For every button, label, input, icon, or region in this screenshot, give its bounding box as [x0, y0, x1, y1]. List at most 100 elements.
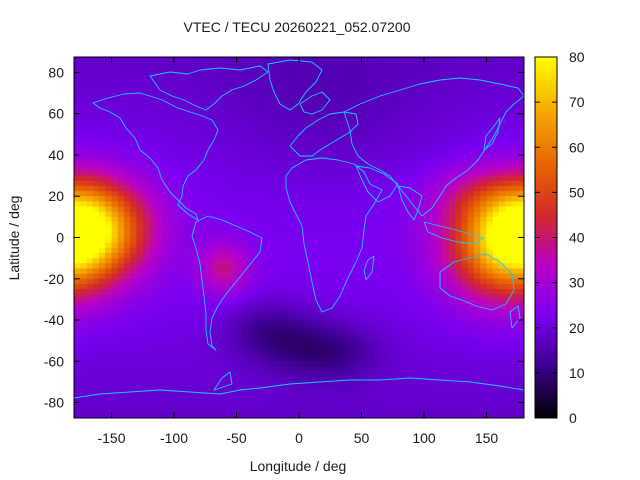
heatmap-cell — [236, 258, 244, 264]
heatmap-cell — [455, 366, 463, 373]
heatmap-cell — [411, 201, 419, 208]
heatmap-cell — [499, 278, 506, 285]
heatmap-cell — [105, 211, 113, 218]
heatmap-cell — [86, 62, 94, 68]
heatmap-cell — [455, 278, 463, 285]
heatmap-cell — [105, 180, 113, 187]
heatmap-cell — [267, 206, 275, 213]
heatmap-cell — [105, 242, 113, 249]
heatmap-cell — [417, 247, 425, 254]
heatmap-cell — [117, 320, 125, 326]
heatmap-cell — [161, 356, 169, 362]
heatmap-cell — [324, 402, 331, 409]
heatmap-cell — [355, 82, 363, 89]
heatmap-cell — [74, 206, 81, 213]
heatmap-cell — [361, 289, 369, 295]
heatmap-cell — [517, 77, 524, 84]
heatmap-cell — [461, 67, 469, 74]
heatmap-cell — [299, 134, 306, 141]
heatmap-cell — [486, 222, 494, 228]
heatmap-cell — [174, 330, 181, 337]
heatmap-cell — [317, 258, 325, 264]
heatmap-cell — [267, 118, 275, 125]
heatmap-cell — [86, 118, 94, 125]
heatmap-cell — [492, 299, 500, 306]
heatmap-cell — [411, 237, 419, 244]
heatmap-cell — [74, 93, 81, 99]
heatmap-cell — [349, 278, 356, 285]
heatmap-cell — [311, 165, 319, 172]
heatmap-cell — [186, 376, 194, 383]
heatmap-cell — [442, 67, 450, 74]
heatmap-cell — [486, 340, 494, 347]
heatmap-cell — [80, 124, 88, 130]
heatmap-cell — [117, 258, 125, 264]
heatmap-cell — [311, 268, 319, 275]
heatmap-cell — [236, 160, 244, 166]
heatmap-cell — [192, 320, 200, 326]
heatmap-cell — [161, 247, 169, 254]
heatmap-cell — [461, 108, 469, 115]
heatmap-cell — [86, 402, 94, 409]
heatmap-cell — [255, 232, 263, 239]
heatmap-cell — [361, 397, 369, 404]
heatmap-cell — [330, 232, 338, 239]
heatmap-cell — [342, 268, 350, 275]
heatmap-cell — [280, 87, 288, 94]
heatmap-cell — [486, 247, 494, 254]
heatmap-cell — [86, 263, 94, 270]
heatmap-cell — [355, 320, 363, 326]
heatmap-cell — [80, 397, 88, 404]
heatmap-cell — [449, 149, 456, 156]
heatmap-cell — [242, 232, 250, 239]
heatmap-cell — [180, 216, 188, 223]
heatmap-cell — [392, 144, 400, 151]
heatmap-cell — [205, 154, 213, 161]
heatmap-cell — [386, 222, 394, 228]
heatmap-cell — [167, 387, 175, 393]
heatmap-cell — [80, 82, 88, 89]
heatmap-cell — [436, 72, 444, 79]
heatmap-cell — [467, 113, 475, 120]
heatmap-cell — [236, 242, 244, 249]
heatmap-cell — [211, 402, 219, 409]
heatmap-cell — [136, 356, 144, 362]
heatmap-cell — [317, 356, 325, 362]
heatmap-cell — [274, 407, 281, 414]
heatmap-cell — [161, 113, 169, 120]
heatmap-cell — [99, 57, 106, 63]
heatmap-cell — [474, 185, 481, 192]
heatmap-cell — [236, 124, 244, 130]
heatmap-cell — [386, 62, 394, 68]
heatmap-cell — [355, 237, 363, 244]
heatmap-cell — [255, 170, 263, 177]
heatmap-cell — [99, 149, 106, 156]
heatmap-cell — [99, 211, 106, 218]
heatmap-cell — [261, 278, 269, 285]
heatmap-cell — [305, 180, 313, 187]
heatmap-cell — [292, 175, 300, 182]
heatmap-cell — [155, 299, 163, 306]
heatmap-cell — [461, 129, 469, 135]
heatmap-cell — [255, 196, 263, 202]
heatmap-cell — [180, 350, 188, 357]
heatmap-cell — [399, 252, 406, 259]
heatmap-cell — [436, 247, 444, 254]
heatmap-cell — [155, 392, 163, 398]
heatmap-cell — [380, 283, 388, 290]
heatmap-cell — [449, 98, 456, 105]
heatmap-cell — [224, 160, 231, 166]
heatmap-cell — [317, 299, 325, 306]
heatmap-cell — [374, 154, 381, 161]
heatmap-cell — [349, 160, 356, 166]
heatmap-cell — [224, 67, 231, 74]
heatmap-cell — [455, 211, 463, 218]
heatmap-cell — [417, 392, 425, 398]
heatmap-cell — [342, 57, 350, 63]
heatmap-cell — [492, 263, 500, 270]
heatmap-cell — [149, 381, 156, 388]
heatmap-cell — [336, 118, 344, 125]
heatmap-cell — [117, 98, 125, 105]
heatmap-cell — [392, 397, 400, 404]
heatmap-cell — [255, 376, 263, 383]
